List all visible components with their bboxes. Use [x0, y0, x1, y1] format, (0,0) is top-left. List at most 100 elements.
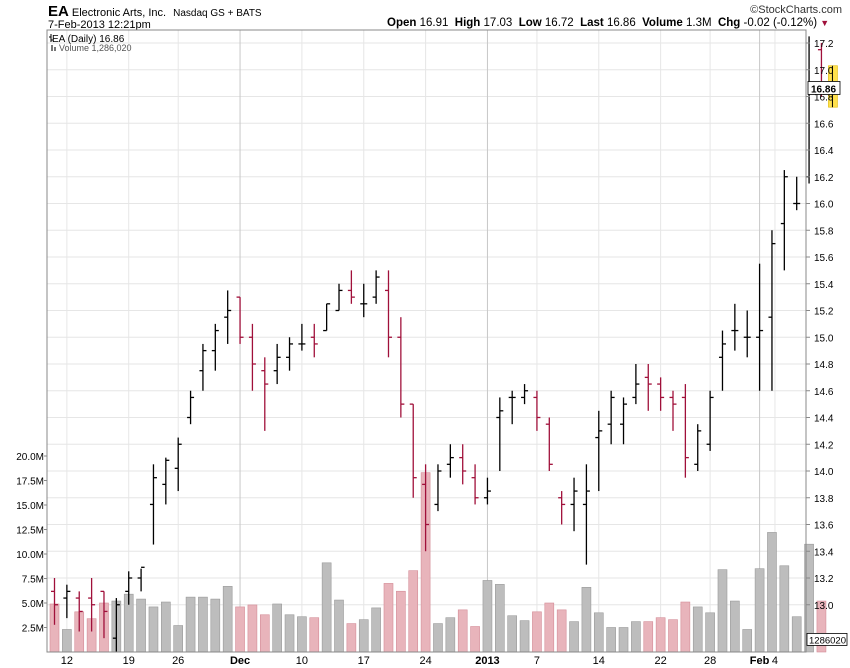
ohlc-bar — [236, 296, 244, 344]
volume-bar — [222, 586, 233, 653]
ohlc-bar — [286, 337, 294, 371]
chart-title: EA Electronic Arts, Inc. Nasdaq GS + BAT… — [48, 3, 262, 20]
volume-label: Volume — [642, 17, 683, 29]
price-tick-label: 13.6 — [814, 521, 834, 532]
down-arrow-icon: ▼ — [820, 18, 830, 28]
volume-bar — [371, 607, 381, 653]
ohlc-bar — [496, 397, 504, 471]
volume-bar — [754, 568, 765, 653]
price-tick-label: 15.4 — [814, 280, 834, 291]
volume-bar — [631, 621, 641, 653]
ohlc-bar — [805, 36, 813, 184]
ohlc-bar — [63, 584, 71, 619]
ohlc-bar — [112, 598, 120, 652]
ohlc-bar — [607, 390, 615, 445]
volume-bar — [680, 601, 691, 653]
time-tick-label: Dec — [230, 655, 250, 667]
time-tick-label: 12 — [61, 655, 73, 667]
volume-tick-label: 20.0M — [16, 452, 44, 463]
volume-bar — [606, 627, 616, 653]
volume-bar — [767, 532, 777, 653]
volume-bar — [383, 583, 394, 653]
volume-tick-label: 10.0M — [16, 550, 44, 561]
ohlc-bar — [310, 323, 318, 358]
ohlc-bar — [261, 357, 269, 431]
price-legend-icon — [49, 34, 53, 42]
price-tick-label: 14.2 — [814, 440, 834, 451]
volume-bar — [643, 621, 654, 653]
volume-bar — [235, 606, 245, 653]
ohlc-bar — [174, 437, 182, 492]
volume-bar — [161, 601, 171, 653]
grid — [47, 30, 806, 652]
time-tick-label: 24 — [419, 655, 431, 667]
ohlc-bar — [211, 323, 219, 371]
ohlc-bar — [372, 270, 380, 304]
price-tick-label: 14.4 — [814, 414, 834, 425]
price-bars — [51, 36, 838, 652]
price-tick-label: 15.8 — [814, 226, 834, 237]
volume-bar — [358, 619, 369, 653]
ohlc-bar — [793, 176, 801, 211]
volume-bar — [259, 614, 270, 653]
last-value: 16.86 — [606, 17, 636, 29]
time-tick-label: 19 — [123, 655, 135, 667]
volume-tick-label: 17.5M — [16, 477, 44, 488]
ohlc-bar — [100, 590, 108, 639]
ohlc-bar — [335, 283, 343, 312]
last-label: Last — [580, 17, 604, 29]
volume-bar — [148, 606, 159, 653]
ohlc-bar — [533, 390, 541, 431]
last-price-label: 16.86 — [811, 84, 836, 95]
ohlc-bar — [521, 384, 529, 405]
price-tick-label: 13.4 — [814, 547, 834, 558]
volume-bar — [655, 617, 666, 653]
ohlc-bar — [298, 323, 306, 351]
brand-logo[interactable]: ©StockCharts.com — [750, 4, 842, 16]
ohlc-bar — [595, 410, 603, 492]
ohlc-bar — [508, 390, 516, 425]
ohlc-bar — [446, 444, 454, 478]
volume-bars — [49, 472, 827, 653]
volume-bar — [445, 617, 456, 653]
low-label: Low — [518, 17, 542, 29]
volume-bar — [618, 627, 629, 653]
exchange-name: Nasdaq GS + BATS — [173, 8, 262, 19]
volume-tick-label: 15.0M — [16, 501, 44, 512]
volume-bar — [185, 596, 196, 653]
price-tick-label: 13.2 — [814, 574, 834, 585]
volume-bar — [346, 623, 357, 653]
ohlc-bar — [187, 390, 195, 425]
ohlc-bar — [347, 270, 355, 304]
ohlc-bar — [51, 578, 58, 625]
time-tick-label: 14 — [593, 655, 605, 667]
volume-bar — [692, 606, 703, 653]
price-tick-label: 17.2 — [814, 39, 834, 50]
volume-tick-label: 7.5M — [22, 575, 44, 586]
volume-bar — [816, 600, 827, 653]
volume-bar — [198, 596, 208, 653]
volume-bar — [742, 629, 753, 653]
open-label: Open — [387, 17, 417, 29]
price-tick-label: 13.8 — [814, 494, 834, 505]
volume-bar — [297, 616, 307, 653]
volume-bar — [284, 614, 295, 653]
last-volume-label: 1286020 — [809, 635, 846, 646]
ohlc-bar — [409, 403, 417, 498]
ohlc-bar — [483, 477, 491, 505]
ohlc-bar — [582, 464, 590, 565]
time-tick-label: 10 — [296, 655, 308, 667]
price-tick-label: 15.0 — [814, 333, 834, 344]
last-volume-tag — [806, 632, 848, 646]
ohlc-bar — [149, 464, 157, 545]
price-tick-label: 15.6 — [814, 253, 834, 264]
price-tick-label: 17.0 — [814, 66, 834, 77]
chg-value: -0.02 (-0.12%) — [743, 17, 818, 29]
volume-value: 1.3M — [686, 17, 712, 29]
high-value: 17.03 — [483, 17, 513, 29]
ohlc-bar — [248, 323, 256, 391]
ohlc-bar — [706, 390, 714, 451]
volume-bar — [408, 570, 419, 653]
volume-bar — [544, 602, 555, 653]
